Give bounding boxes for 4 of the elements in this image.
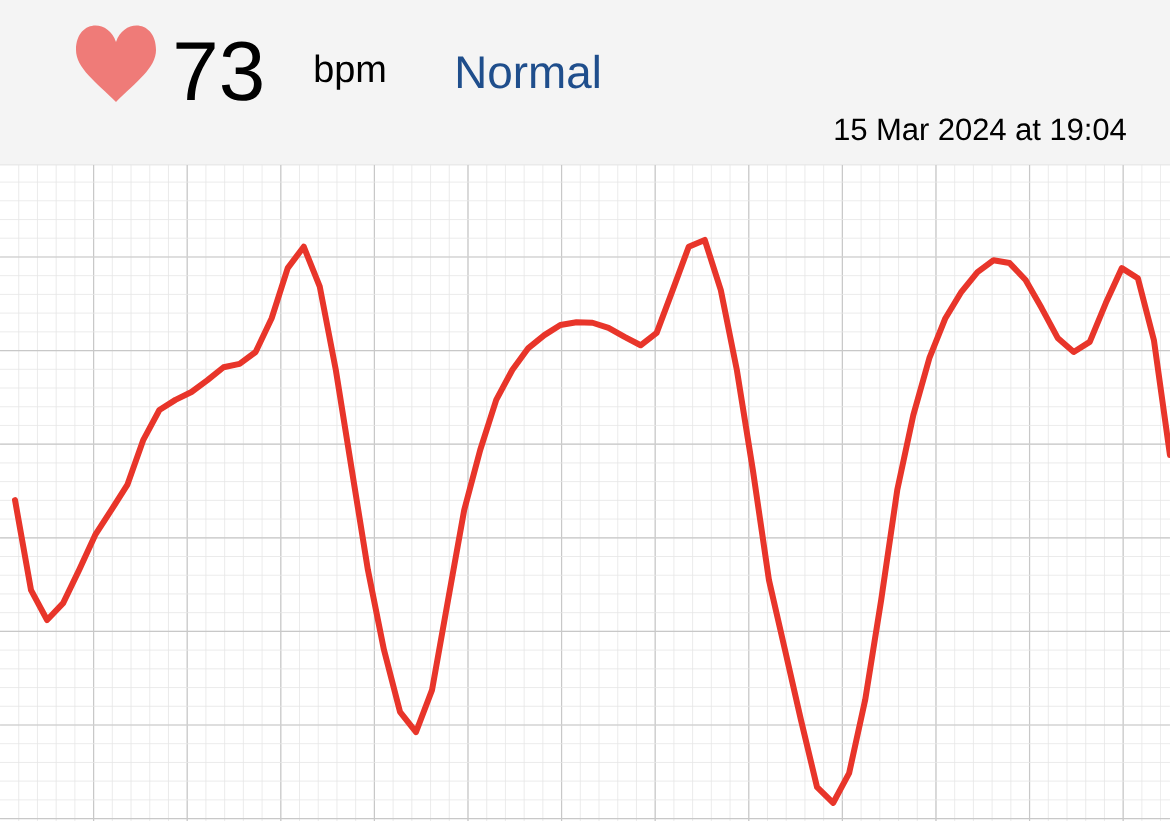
text: bpm [315,54,385,90]
text: 73 [176,41,262,101]
text: 15 Mar 2024 at 19:04 [835,118,1126,141]
text: Normal [457,54,599,89]
